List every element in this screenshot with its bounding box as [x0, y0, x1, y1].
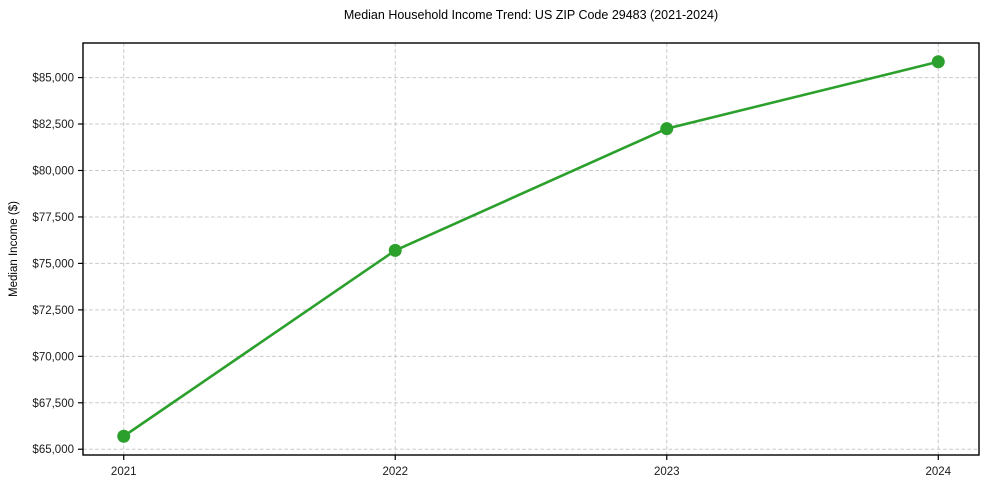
y-tick-label: $72,500 — [32, 305, 74, 317]
x-tick-label: 2021 — [111, 466, 137, 478]
y-tick-label: $82,500 — [32, 119, 74, 131]
y-tick-label: $65,000 — [32, 444, 74, 456]
x-tick-label: 2023 — [654, 466, 680, 478]
data-point — [931, 55, 945, 69]
y-tick-label: $85,000 — [32, 73, 74, 85]
trend-line — [122, 60, 940, 438]
data-point — [388, 243, 402, 257]
data-point — [660, 122, 674, 136]
plot-border — [82, 42, 980, 456]
y-tick-label: $75,000 — [32, 258, 74, 270]
chart-title: Median Household Income Trend: US ZIP Co… — [343, 8, 719, 22]
y-tick-label: $80,000 — [32, 165, 74, 177]
y-tick-label: $77,500 — [32, 212, 74, 224]
y-tick-label: $67,500 — [32, 398, 74, 410]
y-tick-label: $70,000 — [32, 351, 74, 363]
data-point — [117, 429, 131, 443]
x-tick-label: 2022 — [382, 466, 408, 478]
x-tick-label: 2024 — [925, 466, 951, 478]
